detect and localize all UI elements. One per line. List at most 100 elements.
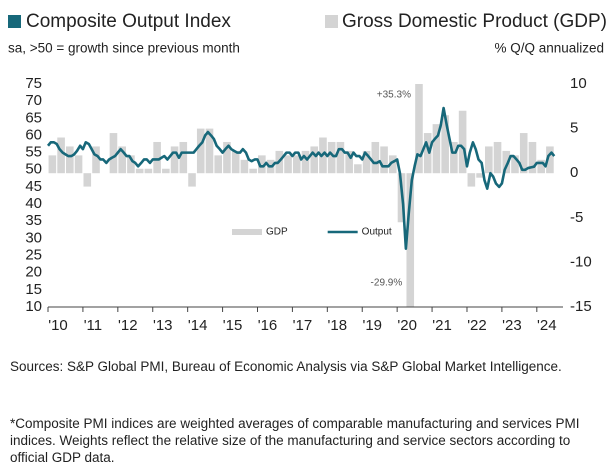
line — [46, 106, 556, 250]
legend-swatch — [232, 229, 262, 235]
y-tick-label: 35 — [25, 212, 42, 229]
x-tick-label: '20 — [397, 317, 417, 334]
bar — [240, 159, 249, 174]
bar — [485, 146, 493, 174]
line-layer — [46, 106, 556, 250]
y-tick-label: 65 — [25, 109, 42, 126]
x-tick-label: '23 — [502, 317, 522, 334]
y-tick-label: 55 — [25, 144, 42, 161]
bar — [546, 146, 554, 174]
bar — [467, 173, 476, 187]
bar — [423, 133, 432, 174]
bar — [310, 146, 319, 174]
bar — [66, 146, 74, 174]
bar — [223, 141, 231, 174]
x-tick-label: '16 — [258, 317, 278, 334]
title-swatch — [8, 15, 21, 28]
x-tick-label: '22 — [467, 317, 487, 334]
bar — [450, 141, 458, 174]
bar — [118, 146, 126, 174]
bar — [354, 164, 362, 174]
y2-tick-label: 5 — [570, 120, 578, 137]
sources: Sources: S&P Global PMI, Bureau of Econo… — [10, 359, 562, 374]
bar — [345, 150, 353, 174]
bar — [92, 146, 100, 174]
bar — [292, 155, 301, 174]
bar — [162, 168, 170, 174]
bar — [458, 110, 467, 174]
bar — [127, 155, 135, 174]
y-tick-label: 25 — [25, 247, 42, 264]
bar — [57, 137, 65, 174]
x-tick-label: '21 — [432, 317, 452, 334]
x-tick-label: '24 — [537, 317, 557, 334]
y-tick-label: 70 — [25, 92, 42, 109]
bar — [371, 141, 380, 174]
bar — [519, 133, 528, 174]
bar — [258, 155, 266, 174]
bar — [327, 141, 336, 174]
bar — [48, 155, 57, 174]
bar — [362, 150, 371, 174]
x-tick-label: '10 — [48, 317, 68, 334]
x-tick-label: '13 — [153, 317, 173, 334]
bar — [135, 168, 144, 174]
bar — [432, 124, 441, 174]
right-axis-title: Gross Domestic Product (GDP) — [342, 11, 607, 32]
bar — [284, 155, 292, 174]
bar — [528, 141, 537, 174]
y2-tick-label: 10 — [570, 75, 587, 92]
bar — [406, 173, 415, 307]
bar — [144, 168, 153, 174]
bar — [74, 155, 83, 174]
y-tick-label: 50 — [25, 161, 42, 178]
left-axis-title: Composite Output Index — [26, 11, 231, 32]
value-label: +35.3% — [377, 90, 411, 101]
x-tick-label: '14 — [188, 317, 208, 334]
value-label: -29.9% — [371, 278, 403, 289]
bar — [502, 150, 511, 174]
y-tick-label: 40 — [25, 195, 42, 212]
bar — [415, 84, 423, 174]
bar — [388, 155, 397, 174]
y2-tick-label: 0 — [570, 164, 578, 181]
bar — [441, 115, 449, 174]
bar — [170, 146, 179, 174]
y2-tick-label: -10 — [570, 253, 592, 270]
y-tick-label: 45 — [25, 178, 42, 195]
bar — [493, 141, 502, 174]
y-tick-label: 60 — [25, 126, 42, 143]
y-tick-label: 20 — [25, 264, 42, 281]
bar — [380, 146, 388, 174]
bar — [205, 128, 214, 174]
y-tick-label: 15 — [25, 281, 42, 298]
bar — [188, 173, 196, 187]
bar — [214, 155, 223, 174]
right-axis-note: % Q/Q annualized — [494, 41, 604, 56]
x-tick-label: '18 — [328, 317, 348, 334]
bar — [511, 155, 519, 174]
bar — [231, 150, 240, 174]
bar — [537, 159, 545, 174]
bar — [476, 173, 484, 178]
x-tick-label: '11 — [84, 317, 102, 334]
x-tick-label: '15 — [223, 317, 243, 334]
y-tick-label: 30 — [25, 229, 42, 246]
footnote: *Composite PMI indices are weighted aver… — [10, 416, 580, 465]
title-swatch — [325, 15, 338, 28]
bar — [179, 141, 188, 174]
bar — [301, 150, 310, 174]
bar — [109, 133, 118, 174]
y2-tick-label: -5 — [570, 209, 583, 226]
bar — [153, 141, 161, 174]
y-tick-label: 75 — [25, 75, 42, 92]
x-tick-label: '19 — [362, 317, 382, 334]
y-tick-label: 10 — [25, 298, 42, 315]
left-axis-note: sa, >50 = growth since previous month — [8, 41, 240, 56]
legend-label: Output — [362, 227, 392, 238]
bar — [249, 168, 257, 174]
legend-label: GDP — [266, 227, 288, 238]
x-tick-label: '17 — [293, 317, 313, 334]
x-tick-label: '12 — [118, 317, 138, 334]
